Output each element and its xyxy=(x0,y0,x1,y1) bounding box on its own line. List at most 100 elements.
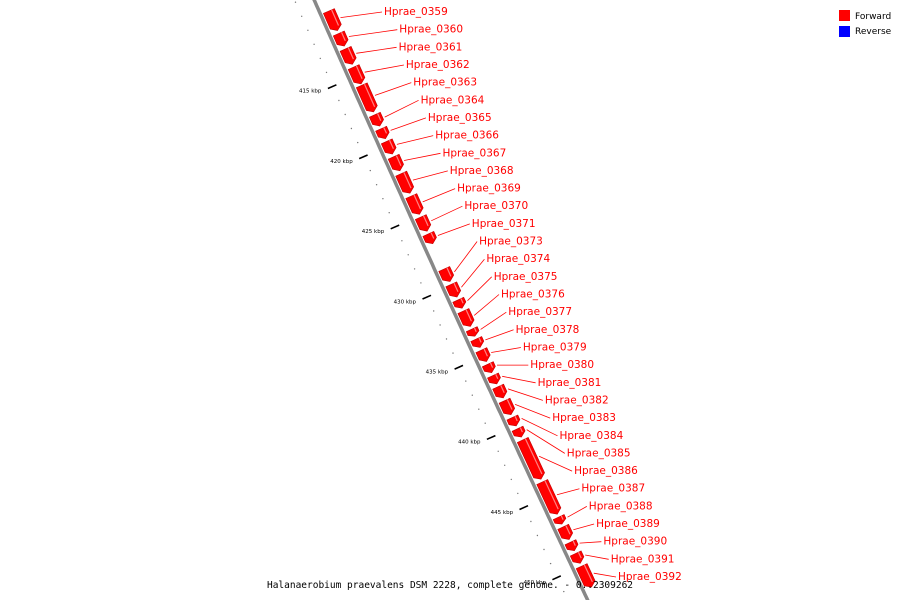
gene-arrow[interactable] xyxy=(511,425,526,438)
minor-tick-dot xyxy=(536,534,539,537)
gene-arrow-highlight xyxy=(446,267,452,277)
gene-arrow[interactable] xyxy=(445,281,462,298)
gene-label-leader xyxy=(461,258,485,288)
gene-arrow[interactable] xyxy=(422,231,437,245)
gene-arrow[interactable] xyxy=(498,397,516,416)
gene-label-leader xyxy=(473,294,500,316)
gene-label[interactable]: Hprae_0361 xyxy=(399,41,463,53)
gene-label[interactable]: Hprae_0385 xyxy=(567,447,631,459)
legend-reverse-swatch xyxy=(839,26,850,37)
gene-arrow[interactable] xyxy=(387,153,404,172)
gene-label[interactable]: Hprae_0367 xyxy=(443,147,507,159)
gene-arrow[interactable] xyxy=(564,539,579,552)
gene-label-leader xyxy=(480,311,507,330)
gene-label[interactable]: Hprae_0368 xyxy=(450,165,514,177)
gene-label[interactable]: Hprae_0374 xyxy=(486,253,550,265)
major-tick-label: 415 kbp xyxy=(299,89,322,95)
gene-label[interactable]: Hprae_0388 xyxy=(589,500,653,512)
gene-label-leader xyxy=(437,223,470,236)
minor-tick-dot xyxy=(357,141,359,144)
gene-arrow[interactable] xyxy=(332,30,349,47)
gene-arrow[interactable] xyxy=(506,414,521,427)
gene-arrow-highlight xyxy=(565,525,571,535)
gene-label[interactable]: Hprae_0386 xyxy=(574,465,638,477)
minor-tick-dot xyxy=(504,464,506,466)
gene-arrow[interactable] xyxy=(339,46,357,65)
gene-label[interactable]: Hprae_0362 xyxy=(406,59,470,71)
gene-label[interactable]: Hprae_0392 xyxy=(618,571,682,583)
gene-arrow[interactable] xyxy=(557,523,574,540)
gene-label-leader xyxy=(507,388,544,401)
major-tick-mark xyxy=(422,294,432,300)
gene-label[interactable]: Hprae_0381 xyxy=(538,377,602,389)
gene-arrow[interactable] xyxy=(475,347,491,362)
gene-label[interactable]: Hprae_0391 xyxy=(611,553,675,565)
gene-label[interactable]: Hprae_0366 xyxy=(435,130,499,142)
gene-arrow[interactable] xyxy=(355,82,378,113)
genome-caption: Halanaerobium praevalens DSM 2228, compl… xyxy=(267,580,633,591)
minor-tick-dot xyxy=(344,113,346,116)
gene-arrow[interactable] xyxy=(465,326,480,337)
gene-label[interactable]: Hprae_0377 xyxy=(508,306,572,318)
gene-labels: Hprae_0359 Hprae_0360 Hprae_0361 Hprae_0362… xyxy=(340,6,682,583)
gene-label-leader xyxy=(356,46,397,54)
gene-arrow[interactable] xyxy=(395,170,415,194)
gene-label[interactable]: Hprae_0387 xyxy=(581,483,645,495)
gene-label[interactable]: Hprae_0373 xyxy=(479,236,543,248)
gene-label[interactable]: Hprae_0382 xyxy=(545,394,609,406)
gene-arrow[interactable] xyxy=(492,383,508,399)
gene-arrow[interactable] xyxy=(457,308,475,327)
gene-arrow-highlight xyxy=(413,194,422,210)
gene-arrow[interactable] xyxy=(481,361,496,374)
gene-arrow-highlight xyxy=(583,564,593,583)
gene-label[interactable]: Hprae_0384 xyxy=(560,430,624,442)
gene-label[interactable]: Hprae_0379 xyxy=(523,342,587,354)
gene-arrow[interactable] xyxy=(470,336,485,348)
gene-arrow[interactable] xyxy=(414,214,432,232)
legend: Forward Reverse xyxy=(839,10,892,37)
gene-label[interactable]: Hprae_0363 xyxy=(413,77,477,89)
gene-label[interactable]: Hprae_0359 xyxy=(384,6,448,18)
gene-label[interactable]: Hprae_0375 xyxy=(494,271,558,283)
gene-arrow[interactable] xyxy=(323,8,342,31)
gene-arrow[interactable] xyxy=(375,125,390,139)
gene-arrow[interactable] xyxy=(452,296,467,309)
major-tick-label: 435 kbp xyxy=(426,369,449,375)
gene-arrow[interactable] xyxy=(380,138,397,155)
gene-label[interactable]: Hprae_0370 xyxy=(464,200,528,212)
gene-label[interactable]: Hprae_0383 xyxy=(552,412,616,424)
minor-tick-dot xyxy=(563,590,565,593)
gene-arrow[interactable] xyxy=(569,550,585,564)
gene-arrow[interactable] xyxy=(552,514,567,525)
gene-label-leader xyxy=(502,375,536,384)
gene-arrow-highlight xyxy=(347,47,354,60)
minor-tick-dot xyxy=(420,282,422,284)
gene-label[interactable]: Hprae_0369 xyxy=(457,183,521,195)
gene-label[interactable]: Hprae_0390 xyxy=(603,536,667,548)
gene-label[interactable]: Hprae_0380 xyxy=(530,359,594,371)
minor-tick-dot xyxy=(407,254,409,256)
gene-arrow[interactable] xyxy=(369,111,384,127)
gene-label-leader xyxy=(422,188,456,203)
gene-label[interactable]: Hprae_0371 xyxy=(472,218,536,230)
major-tick-mark xyxy=(519,504,529,511)
gene-label-leader xyxy=(538,455,573,472)
gene-label[interactable]: Hprae_0376 xyxy=(501,289,565,301)
gene-arrow[interactable] xyxy=(516,437,545,480)
gene-label-leader xyxy=(374,82,412,96)
minor-tick-dot xyxy=(338,99,340,102)
gene-label[interactable]: Hprae_0360 xyxy=(399,24,463,36)
gene-label[interactable]: Hprae_0364 xyxy=(421,94,485,106)
major-tick-label: 430 kbp xyxy=(394,299,417,305)
gene-label[interactable]: Hprae_0378 xyxy=(516,324,580,336)
minor-tick-dot xyxy=(530,520,532,523)
gene-arrow[interactable] xyxy=(536,479,562,515)
gene-arrow[interactable] xyxy=(347,64,366,85)
gene-arrow[interactable] xyxy=(487,372,501,385)
gene-arrow[interactable] xyxy=(438,266,455,282)
gene-arrow-highlight xyxy=(460,298,464,304)
gene-arrow[interactable] xyxy=(575,563,596,588)
gene-label[interactable]: Hprae_0389 xyxy=(596,518,660,530)
gene-label[interactable]: Hprae_0365 xyxy=(428,112,492,124)
gene-arrow[interactable] xyxy=(405,193,424,215)
